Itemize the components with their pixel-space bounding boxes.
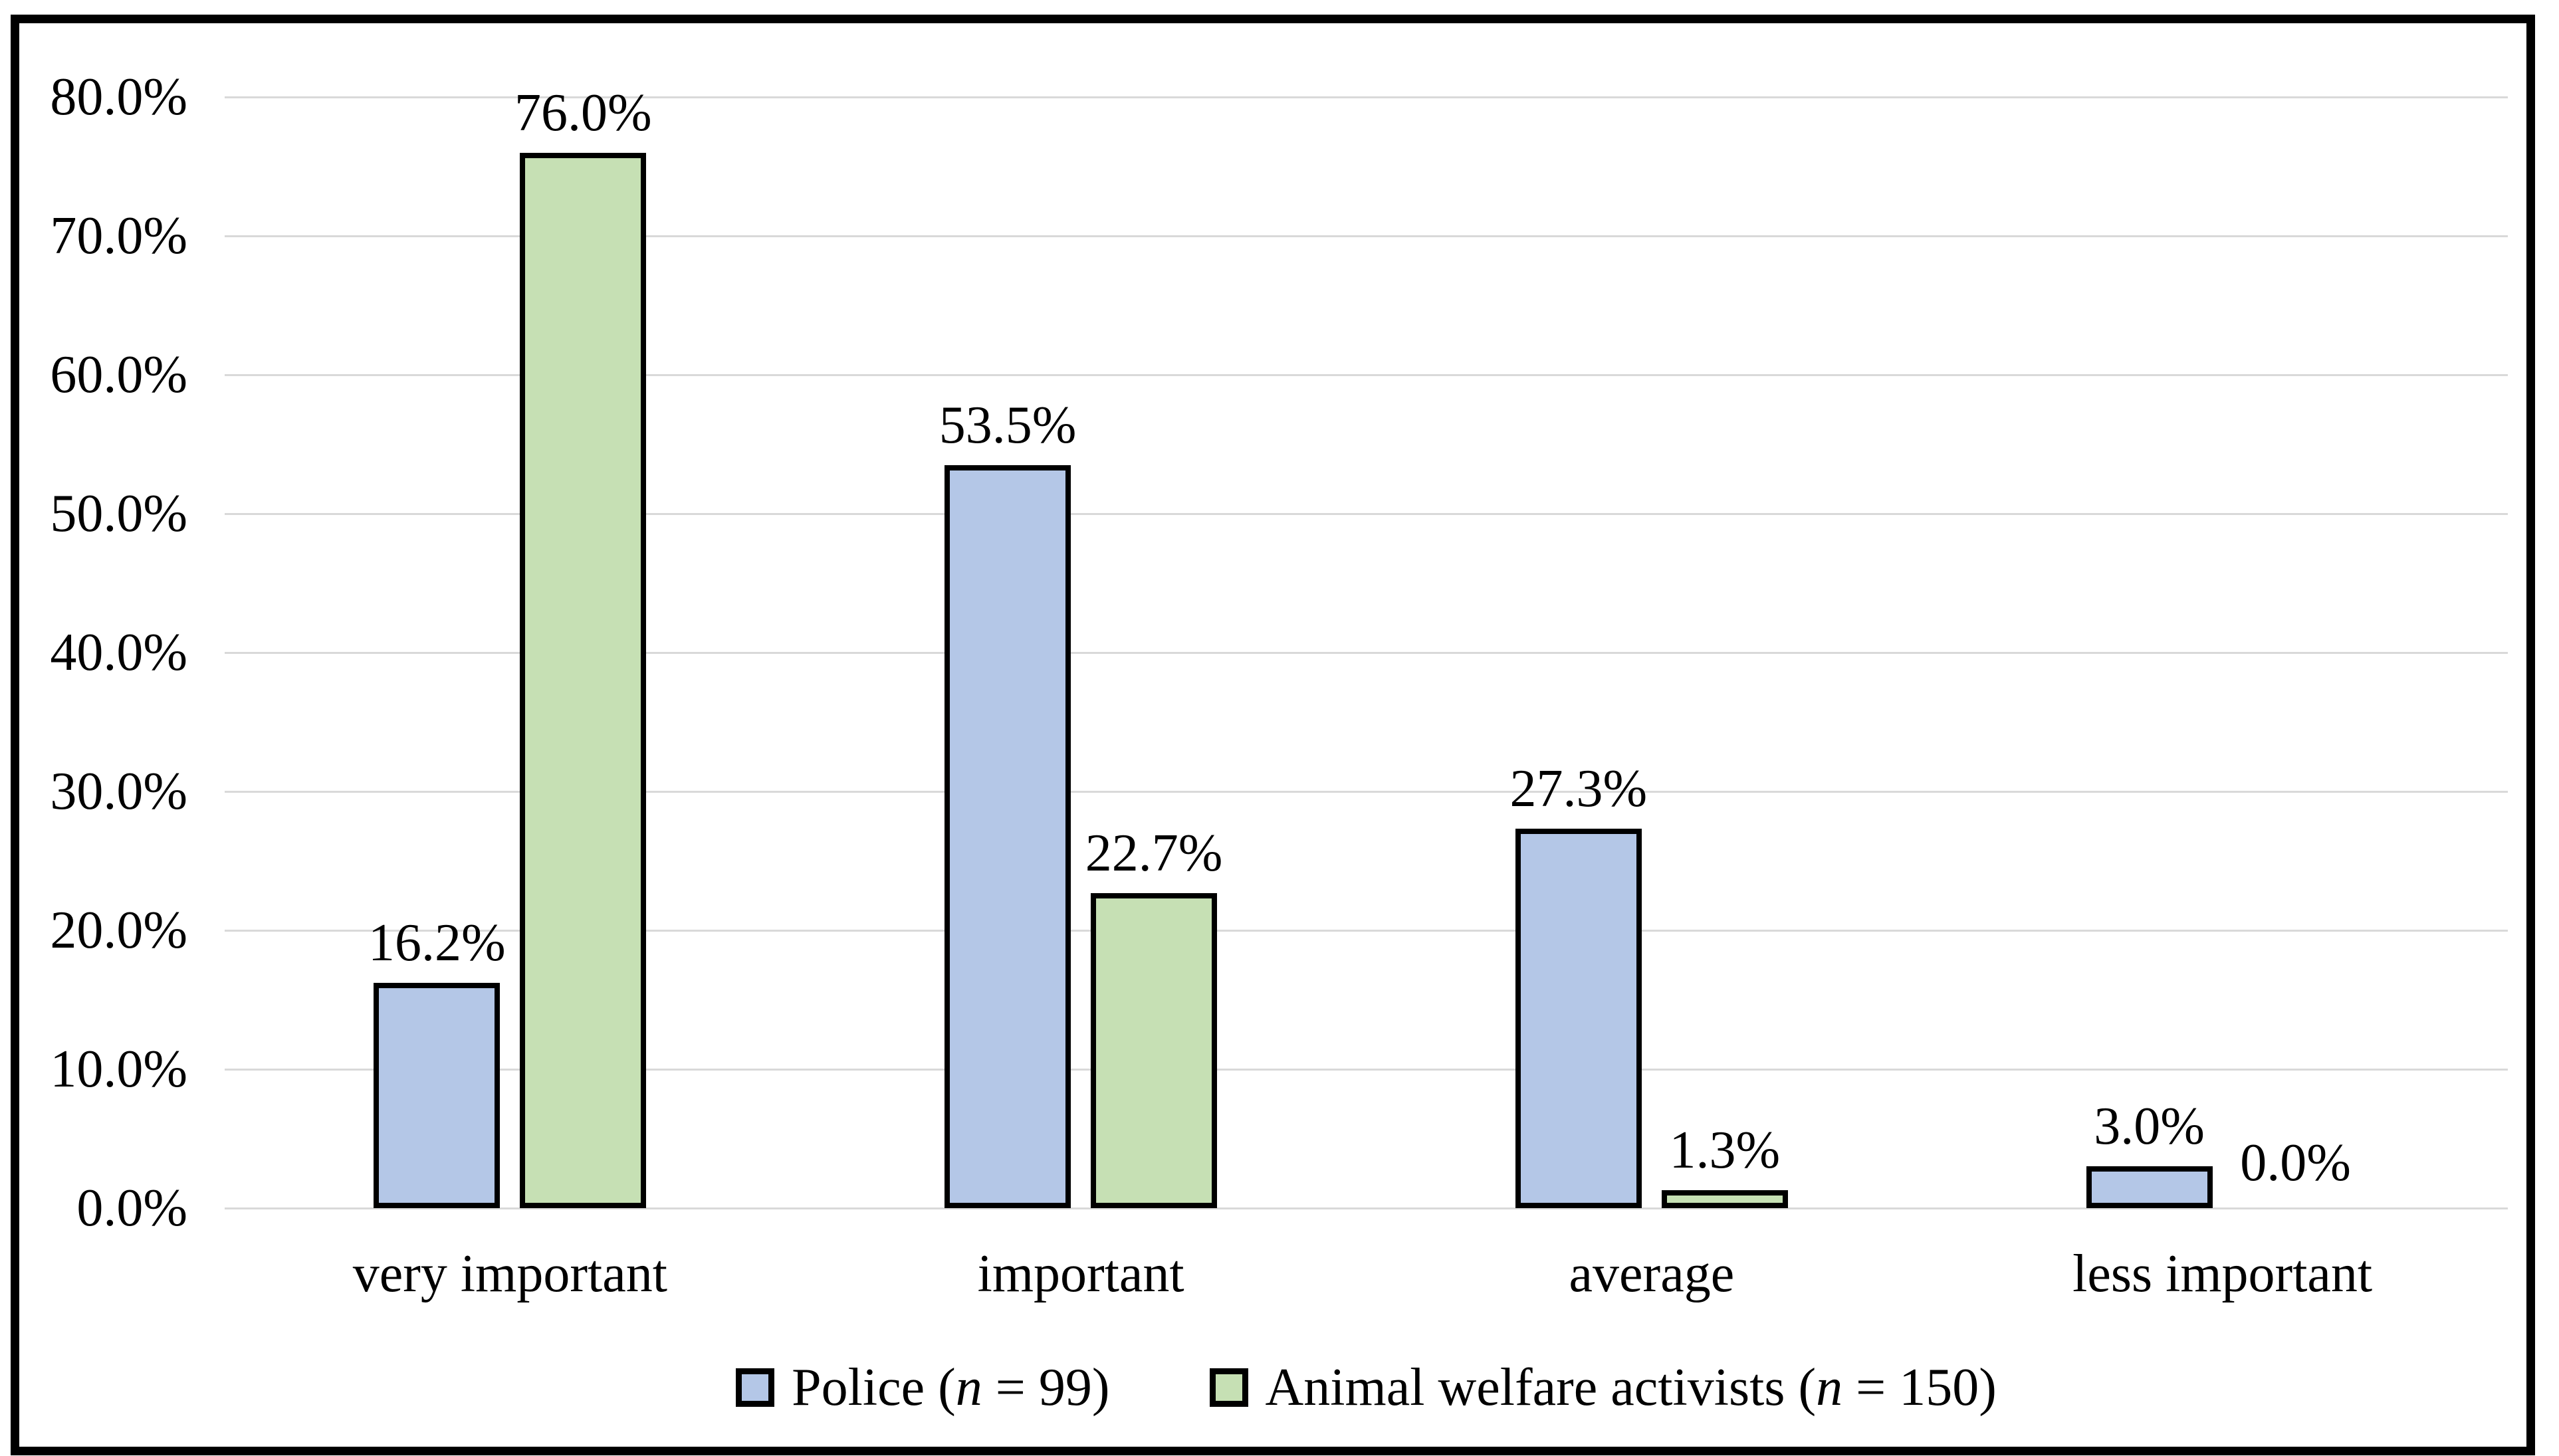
y-tick-label-70-0: 70.0% bbox=[50, 207, 187, 265]
legend-label-animal-welfare-activists: Animal welfare activists (n = 150) bbox=[1265, 1358, 1997, 1417]
value-label-police-average: 27.3% bbox=[1509, 760, 1648, 818]
value-label-animal-welfare-activists-less-important: 0.0% bbox=[2240, 1134, 2351, 1192]
category-label-very-important: very important bbox=[352, 1245, 667, 1303]
gridline-30-0 bbox=[225, 791, 2508, 793]
legend-swatch-police bbox=[736, 1368, 775, 1407]
legend-item-police: Police (n = 99) bbox=[736, 1354, 1110, 1421]
legend-label-police: Police (n = 99) bbox=[792, 1358, 1110, 1417]
value-label-police-less-important: 3.0% bbox=[2094, 1097, 2205, 1156]
gridline-60-0 bbox=[225, 374, 2508, 376]
gridline-20-0 bbox=[225, 930, 2508, 932]
gridline-10-0 bbox=[225, 1069, 2508, 1071]
value-label-animal-welfare-activists-important: 22.7% bbox=[1085, 824, 1223, 883]
value-label-animal-welfare-activists-very-important: 76.0% bbox=[514, 84, 652, 142]
y-tick-label-60-0: 60.0% bbox=[50, 346, 187, 404]
value-label-animal-welfare-activists-average: 1.3% bbox=[1669, 1121, 1781, 1180]
y-tick-label-80-0: 80.0% bbox=[50, 68, 187, 126]
gridline-70-0 bbox=[225, 235, 2508, 237]
bar-police-important bbox=[945, 465, 1071, 1208]
value-label-police-important: 53.5% bbox=[939, 396, 1077, 455]
gridline-50-0 bbox=[225, 513, 2508, 515]
category-label-less-important: less important bbox=[2072, 1245, 2373, 1303]
bar-police-very-important bbox=[374, 983, 501, 1208]
value-label-police-very-important: 16.2% bbox=[368, 914, 506, 972]
y-tick-label-50-0: 50.0% bbox=[50, 484, 187, 543]
chart-frame bbox=[11, 15, 2535, 1455]
legend: Police (n = 99) Animal welfare activists … bbox=[225, 1348, 2508, 1427]
legend-item-animal-welfare-activists: Animal welfare activists (n = 150) bbox=[1209, 1354, 1997, 1421]
bar-animal-welfare-activists-very-important bbox=[520, 153, 647, 1208]
y-tick-label-40-0: 40.0% bbox=[50, 623, 187, 682]
bar-police-average bbox=[1515, 829, 1642, 1208]
bar-animal-welfare-activists-average bbox=[1661, 1190, 1788, 1208]
y-tick-label-0-0: 0.0% bbox=[76, 1179, 187, 1237]
legend-swatch-animal-welfare-activists bbox=[1209, 1368, 1248, 1407]
gridline-80-0 bbox=[225, 96, 2508, 98]
y-tick-label-10-0: 10.0% bbox=[50, 1040, 187, 1098]
category-label-important: important bbox=[977, 1245, 1184, 1303]
bar-animal-welfare-activists-important bbox=[1091, 893, 1218, 1208]
y-tick-label-30-0: 30.0% bbox=[50, 762, 187, 821]
category-label-average: average bbox=[1569, 1245, 1735, 1303]
gridline-0-0 bbox=[225, 1207, 2508, 1209]
y-tick-label-20-0: 20.0% bbox=[50, 901, 187, 960]
bar-police-less-important bbox=[2086, 1166, 2213, 1208]
gridline-40-0 bbox=[225, 652, 2508, 654]
